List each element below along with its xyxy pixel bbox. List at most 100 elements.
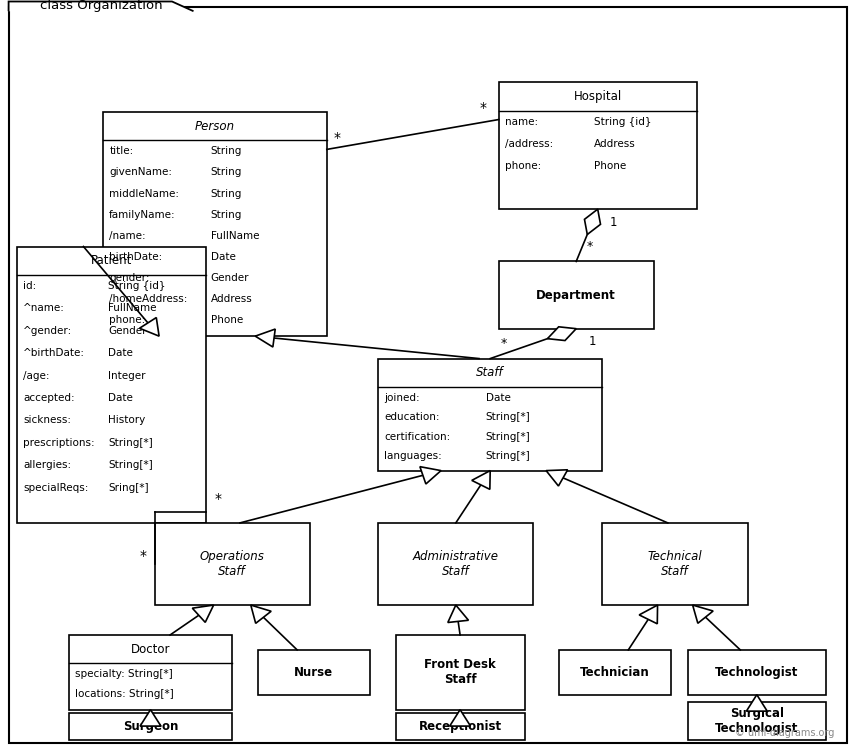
Text: allergies:: allergies: [23,460,71,470]
Text: gender:: gender: [109,273,150,282]
Polygon shape [9,1,194,11]
Text: *: * [480,101,487,115]
FancyBboxPatch shape [559,650,671,695]
FancyBboxPatch shape [688,650,826,695]
Text: birthDate:: birthDate: [109,252,163,261]
Polygon shape [255,329,275,347]
Text: Phone: Phone [593,161,626,171]
Text: String: String [211,167,242,178]
Text: Integer: Integer [108,371,145,380]
Polygon shape [420,467,441,484]
Text: name:: name: [505,117,538,126]
Text: 1: 1 [610,216,617,229]
Text: education:: education: [384,412,440,422]
Text: Staff: Staff [476,366,504,379]
Text: prescriptions:: prescriptions: [23,438,95,447]
Text: locations: String[*]: locations: String[*] [75,689,174,699]
Text: givenName:: givenName: [109,167,172,178]
Text: /name:: /name: [109,231,146,241]
Text: Date: Date [108,348,133,358]
Text: Operations
Staff: Operations Staff [200,550,265,578]
Text: Administrative
Staff: Administrative Staff [413,550,499,578]
Text: Receptionist: Receptionist [419,720,501,733]
Text: *: * [587,241,593,253]
Text: phone:: phone: [109,314,145,325]
Text: familyName:: familyName: [109,210,175,220]
Text: Technician: Technician [580,666,650,679]
FancyBboxPatch shape [69,713,232,740]
Text: Front Desk
Staff: Front Desk Staff [424,658,496,686]
Text: *: * [139,549,146,563]
Text: Gender: Gender [211,273,249,282]
Text: class Organization: class Organization [40,0,163,13]
FancyBboxPatch shape [17,247,206,523]
Text: specialty: String[*]: specialty: String[*] [75,669,173,679]
Text: Date: Date [108,393,133,403]
Polygon shape [193,605,213,622]
Text: *: * [215,492,222,506]
FancyBboxPatch shape [103,112,327,336]
Text: Address: Address [593,139,636,149]
Polygon shape [139,317,159,336]
Text: /homeAddress:: /homeAddress: [109,294,187,304]
FancyBboxPatch shape [602,523,748,605]
FancyBboxPatch shape [9,7,847,743]
Text: ^name:: ^name: [23,303,65,313]
Polygon shape [140,710,161,726]
Text: accepted:: accepted: [23,393,75,403]
Text: Gender: Gender [108,326,146,335]
Text: String[*]: String[*] [108,460,153,470]
Polygon shape [546,470,568,486]
Text: Nurse: Nurse [294,666,334,679]
FancyBboxPatch shape [155,523,310,605]
Text: Doctor: Doctor [131,642,170,656]
Text: String {id}: String {id} [593,117,651,126]
FancyBboxPatch shape [378,523,533,605]
FancyBboxPatch shape [396,635,525,710]
Text: String[*]: String[*] [486,412,531,422]
FancyBboxPatch shape [688,702,826,740]
Text: /age:: /age: [23,371,50,380]
Text: certification:: certification: [384,432,451,441]
Text: String[*]: String[*] [486,451,531,462]
Text: /address:: /address: [505,139,553,149]
Text: joined:: joined: [384,393,420,403]
Polygon shape [472,471,490,489]
Text: Technical
Staff: Technical Staff [648,550,703,578]
Text: Technologist: Technologist [716,666,798,679]
Text: Surgeon: Surgeon [123,720,178,733]
Text: Sring[*]: Sring[*] [108,483,149,492]
Text: Surgical
Technologist: Surgical Technologist [716,707,798,735]
Text: languages:: languages: [384,451,442,462]
Text: middleName:: middleName: [109,188,179,199]
Text: String: String [211,146,242,156]
Polygon shape [251,605,271,623]
Text: String: String [211,188,242,199]
Text: 1: 1 [588,335,596,348]
Text: Department: Department [537,288,616,302]
Text: String: String [211,210,242,220]
Text: Patient: Patient [91,254,132,267]
Text: FullName: FullName [108,303,157,313]
Text: History: History [108,415,145,425]
Text: Date: Date [486,393,511,403]
Text: String[*]: String[*] [486,432,531,441]
Text: id:: id: [23,281,36,291]
Polygon shape [448,605,469,622]
Polygon shape [585,209,600,235]
Polygon shape [450,710,470,726]
Text: specialReqs:: specialReqs: [23,483,89,492]
FancyBboxPatch shape [378,359,602,471]
Polygon shape [746,695,767,711]
Text: sickness:: sickness: [23,415,71,425]
Polygon shape [639,605,658,624]
Text: ^birthDate:: ^birthDate: [23,348,85,358]
Text: Phone: Phone [211,314,243,325]
Polygon shape [548,326,576,341]
Text: String[*]: String[*] [108,438,153,447]
FancyBboxPatch shape [499,82,697,209]
FancyBboxPatch shape [499,261,654,329]
Text: Person: Person [195,120,235,133]
FancyBboxPatch shape [396,713,525,740]
Text: © uml-diagrams.org: © uml-diagrams.org [734,728,834,738]
